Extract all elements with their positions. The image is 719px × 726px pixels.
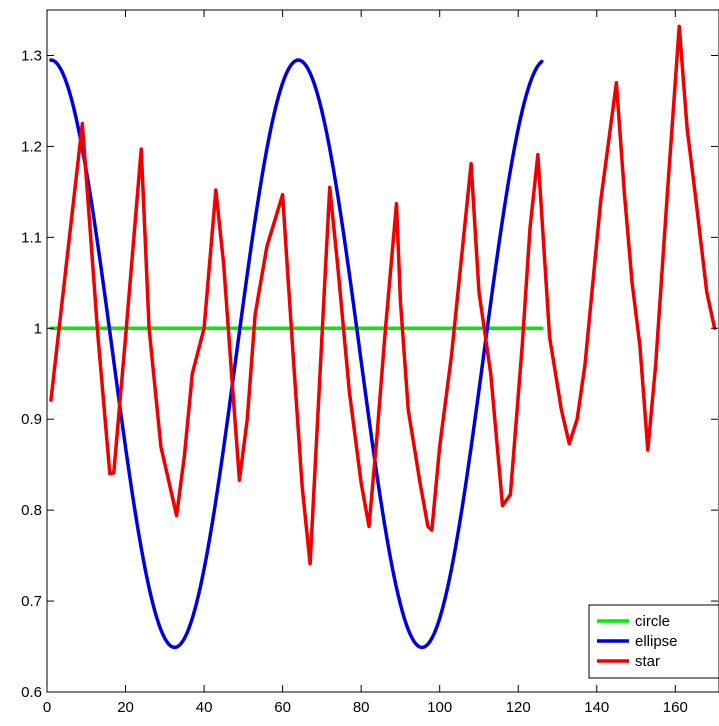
y-tick-label-0.7: 0.7 [21, 593, 42, 610]
y-tick-label-1: 1 [34, 320, 42, 337]
y-tick-label-0.6: 0.6 [21, 684, 42, 701]
series-line-star [49, 24, 717, 566]
legend: circle ellipse star [588, 604, 719, 679]
x-tick-label-160: 160 [663, 699, 688, 716]
series-line-ellipse [49, 58, 544, 650]
y-tick-label-1.2: 1.2 [21, 138, 42, 155]
y-tick-label-1.1: 1.1 [21, 229, 42, 246]
x-tick-label-40: 40 [196, 699, 213, 716]
y-tick-label-0.8: 0.8 [21, 502, 42, 519]
legend-label-star: star [635, 653, 660, 670]
x-tick-label-60: 60 [274, 699, 291, 716]
legend-label-circle: circle [635, 613, 670, 630]
x-tick-label-20: 20 [117, 699, 134, 716]
plot-frame [46, 9, 719, 693]
x-tick-label-140: 140 [584, 699, 609, 716]
x-tick-label-80: 80 [353, 699, 370, 716]
legend-label-ellipse: ellipse [635, 633, 678, 650]
y-tick-label-0.9: 0.9 [21, 411, 42, 428]
series-layer [49, 24, 717, 650]
y-tick-label-1.3: 1.3 [21, 47, 42, 64]
x-tick-label-120: 120 [506, 699, 531, 716]
x-tick-label-0: 0 [43, 699, 51, 716]
x-tick-label-100: 100 [427, 699, 452, 716]
axes-layer: 0 20 40 60 80 100 120 140 160 0.6 0.7 0.8 0.9 1 1.1 1.2… [21, 9, 719, 716]
